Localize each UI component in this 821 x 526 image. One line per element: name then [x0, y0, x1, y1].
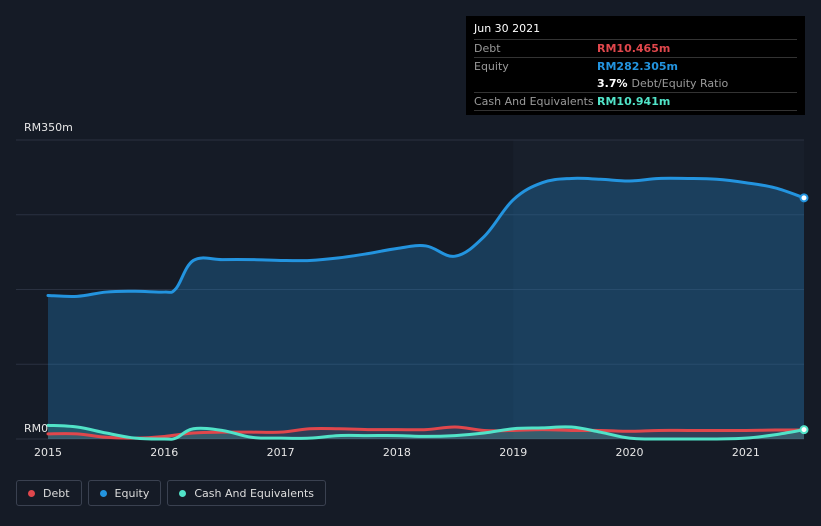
tooltip-debt-row: Debt RM10.465m [474, 39, 797, 57]
legend-item-equity[interactable]: Equity [87, 480, 162, 506]
tooltip-cash-row: Cash And Equivalents RM10.941m [474, 92, 797, 111]
tooltip-ratio-row: 3.7% Debt/Equity Ratio [474, 75, 797, 92]
end-marker-equity [799, 193, 809, 203]
y-axis-labels: RM350m RM0 [24, 121, 73, 435]
tooltip-date: Jun 30 2021 [474, 22, 541, 35]
legend-debt-dot-icon [28, 489, 35, 497]
y-tick-label: RM0 [24, 422, 48, 435]
legend-item-cash[interactable]: Cash And Equivalents [167, 480, 326, 506]
legend-equity-dot-icon [99, 489, 107, 497]
tooltip-cash-value: RM10.941m [597, 95, 671, 108]
series-lines [46, 176, 806, 441]
x-axis-labels: 2015 2016 2017 2018 2019 2020 2021 [34, 446, 760, 459]
legend-cash-label: Cash And Equivalents [194, 486, 314, 500]
tooltip-ratio-value: 3.7% [597, 77, 628, 90]
end-markers [799, 193, 809, 435]
x-tick-label: 2017 [267, 446, 295, 459]
line-debt [46, 425, 806, 440]
tooltip-equity-label: Equity [474, 60, 509, 73]
tooltip-debt-value: RM10.465m [597, 42, 671, 55]
tooltip-equity-value: RM282.305m [597, 60, 678, 73]
end-marker-cash [799, 425, 809, 435]
x-tick-label: 2019 [499, 446, 527, 459]
legend-cash-dot-icon [179, 489, 187, 497]
x-tick-label: 2020 [616, 446, 644, 459]
legend-equity-label: Equity [114, 486, 150, 500]
tooltip-panel: Jun 30 2021 Debt RM10.465m Equity RM282.… [466, 16, 805, 115]
tooltip-debt-label: Debt [474, 42, 501, 55]
legend-debt-label: Debt [43, 486, 70, 500]
area-equity [48, 178, 804, 439]
chart-legend: Debt Equity Cash And Equivalents [16, 480, 326, 506]
tooltip-ratio-label: Debt/Equity Ratio [631, 77, 729, 90]
series-areas [48, 178, 804, 440]
legend-item-debt[interactable]: Debt [16, 480, 82, 506]
x-tick-label: 2018 [383, 446, 411, 459]
x-tick-label: 2016 [150, 446, 178, 459]
tooltip-cash-label: Cash And Equivalents [474, 95, 594, 108]
tooltip-equity-row: Equity RM282.305m [474, 57, 797, 75]
line-equity [46, 176, 806, 298]
x-tick-label: 2021 [732, 446, 760, 459]
x-tick-label: 2015 [34, 446, 62, 459]
y-tick-label: RM350m [24, 121, 73, 134]
line-cash [46, 423, 806, 441]
